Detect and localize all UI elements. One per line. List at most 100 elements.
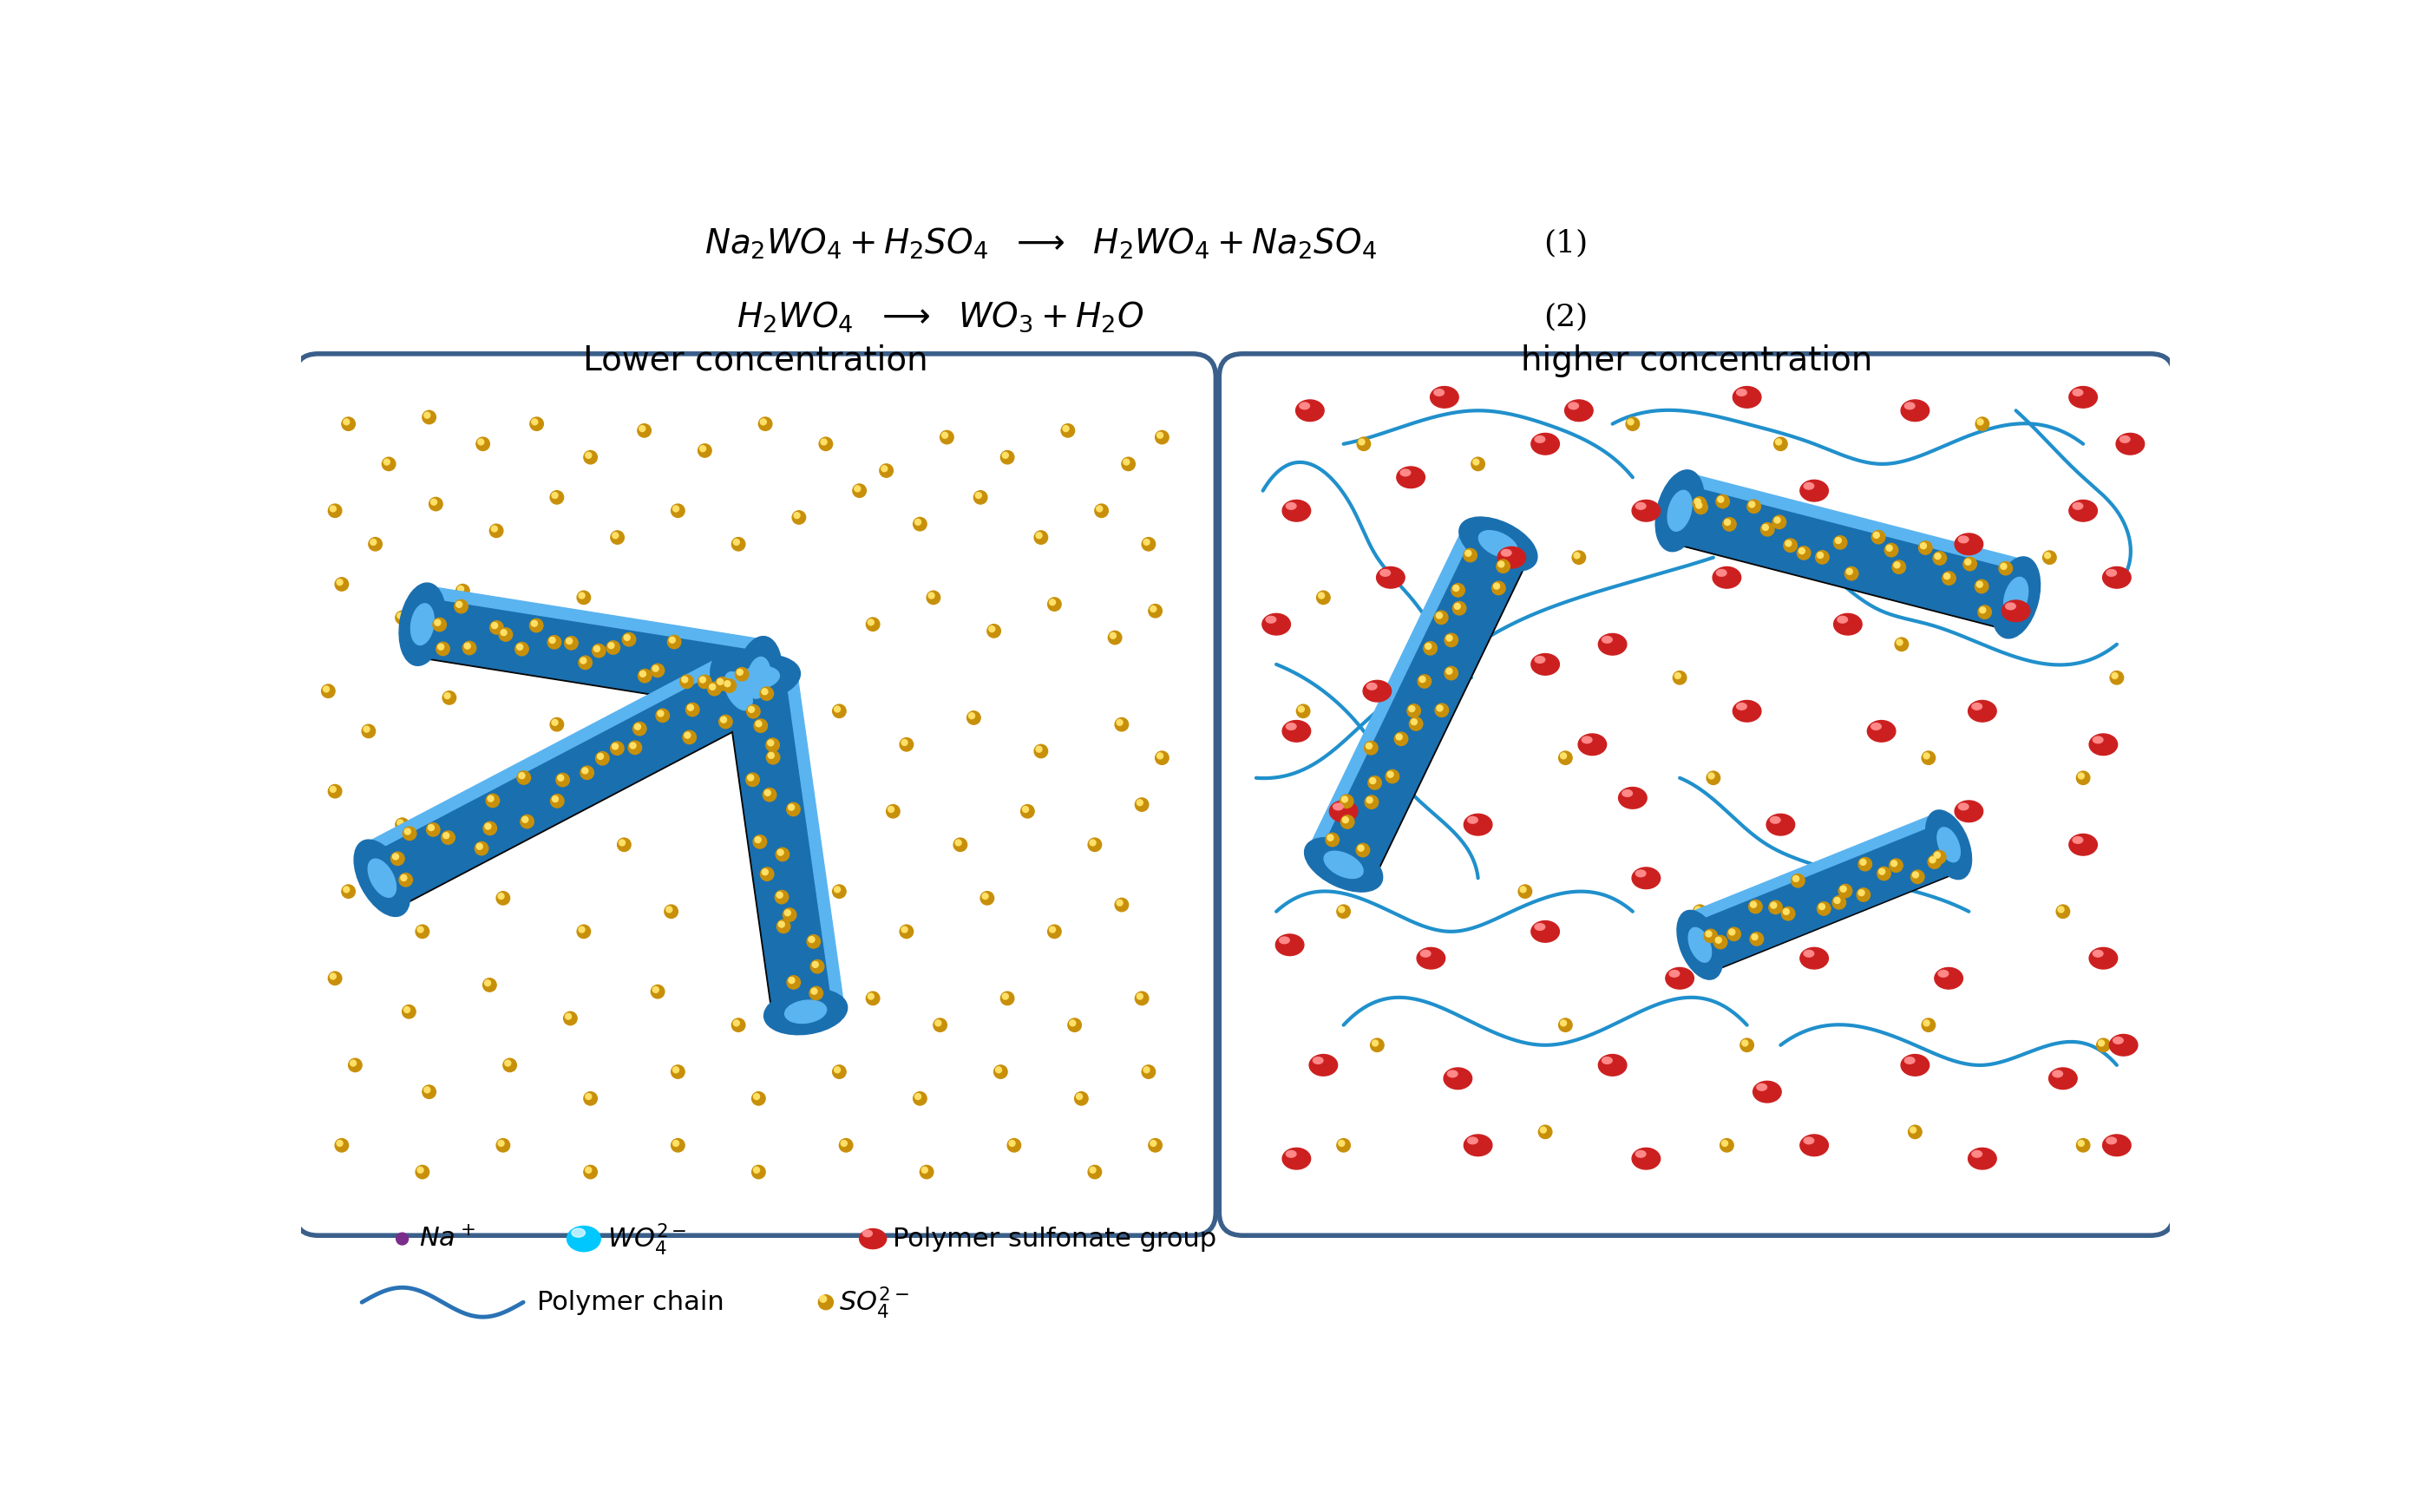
Circle shape (550, 491, 564, 503)
Circle shape (665, 904, 677, 918)
Circle shape (362, 724, 376, 738)
Circle shape (564, 1012, 576, 1025)
Circle shape (1037, 532, 1042, 538)
Circle shape (786, 975, 800, 989)
Circle shape (1574, 552, 1579, 558)
Circle shape (1497, 561, 1504, 567)
Circle shape (583, 1166, 598, 1179)
Ellipse shape (1991, 556, 2040, 638)
Circle shape (1367, 776, 1382, 789)
Circle shape (1357, 437, 1369, 451)
Circle shape (685, 703, 699, 717)
Circle shape (1008, 1139, 1020, 1152)
Circle shape (342, 885, 354, 898)
Circle shape (774, 891, 788, 904)
Circle shape (921, 1167, 928, 1173)
Ellipse shape (1328, 801, 1357, 823)
Ellipse shape (1734, 387, 1760, 408)
Circle shape (456, 602, 463, 608)
Circle shape (779, 921, 784, 927)
Circle shape (1049, 599, 1056, 605)
Circle shape (639, 671, 646, 677)
Circle shape (427, 823, 439, 836)
Circle shape (813, 962, 817, 968)
Circle shape (685, 732, 690, 738)
Ellipse shape (1598, 634, 1627, 655)
Circle shape (989, 626, 996, 632)
Circle shape (504, 1058, 516, 1072)
Ellipse shape (1936, 827, 1960, 862)
Circle shape (810, 989, 817, 995)
Circle shape (581, 768, 588, 774)
Circle shape (1774, 438, 1782, 445)
Ellipse shape (1285, 1151, 1297, 1157)
Circle shape (1136, 992, 1148, 1005)
Ellipse shape (1304, 838, 1382, 892)
Circle shape (617, 838, 632, 851)
Circle shape (328, 972, 342, 984)
Circle shape (400, 872, 412, 886)
Circle shape (1338, 1140, 1345, 1146)
Circle shape (880, 464, 892, 478)
Circle shape (673, 1140, 680, 1146)
Circle shape (651, 984, 665, 998)
Circle shape (1336, 904, 1350, 918)
Circle shape (1750, 901, 1758, 907)
Circle shape (680, 674, 694, 688)
Circle shape (1386, 770, 1398, 783)
Circle shape (1447, 668, 1451, 674)
Polygon shape (369, 667, 755, 907)
Circle shape (955, 838, 967, 851)
Circle shape (793, 511, 805, 525)
Circle shape (1895, 562, 1900, 569)
Circle shape (1297, 705, 1309, 718)
Circle shape (639, 670, 651, 682)
Circle shape (767, 739, 774, 745)
Circle shape (1910, 1125, 1922, 1139)
Circle shape (485, 980, 492, 986)
Circle shape (755, 836, 762, 842)
Circle shape (1695, 502, 1702, 508)
Circle shape (1772, 516, 1787, 529)
Ellipse shape (723, 671, 752, 711)
Circle shape (1724, 519, 1731, 525)
Circle shape (624, 635, 629, 641)
Polygon shape (726, 676, 813, 1016)
Circle shape (1714, 936, 1726, 950)
Circle shape (1439, 640, 1447, 646)
Circle shape (832, 705, 846, 718)
Circle shape (1420, 676, 1425, 682)
Circle shape (767, 738, 779, 751)
Circle shape (403, 827, 417, 841)
Circle shape (1297, 706, 1304, 712)
Circle shape (422, 1086, 436, 1099)
Ellipse shape (1324, 851, 1362, 878)
Circle shape (1560, 1019, 1572, 1031)
Circle shape (1435, 611, 1449, 624)
Ellipse shape (1618, 788, 1647, 809)
Circle shape (721, 717, 726, 723)
Circle shape (1020, 804, 1034, 818)
Circle shape (1762, 525, 1767, 531)
Circle shape (330, 505, 335, 511)
Circle shape (2076, 771, 2090, 785)
Circle shape (784, 910, 791, 916)
Circle shape (1885, 544, 1893, 550)
Circle shape (1367, 742, 1372, 748)
Circle shape (1328, 835, 1333, 841)
Circle shape (477, 438, 485, 445)
Polygon shape (1688, 813, 1941, 922)
Circle shape (518, 773, 526, 779)
Circle shape (564, 637, 579, 650)
Circle shape (759, 417, 772, 431)
Circle shape (415, 1166, 429, 1179)
Circle shape (1519, 885, 1531, 898)
Text: Polymer chain: Polymer chain (538, 1290, 723, 1315)
Circle shape (350, 1060, 357, 1066)
Circle shape (1963, 558, 1977, 570)
Circle shape (1965, 559, 1970, 565)
Circle shape (784, 909, 796, 921)
Circle shape (776, 919, 791, 933)
Ellipse shape (735, 637, 781, 720)
Circle shape (369, 537, 381, 550)
